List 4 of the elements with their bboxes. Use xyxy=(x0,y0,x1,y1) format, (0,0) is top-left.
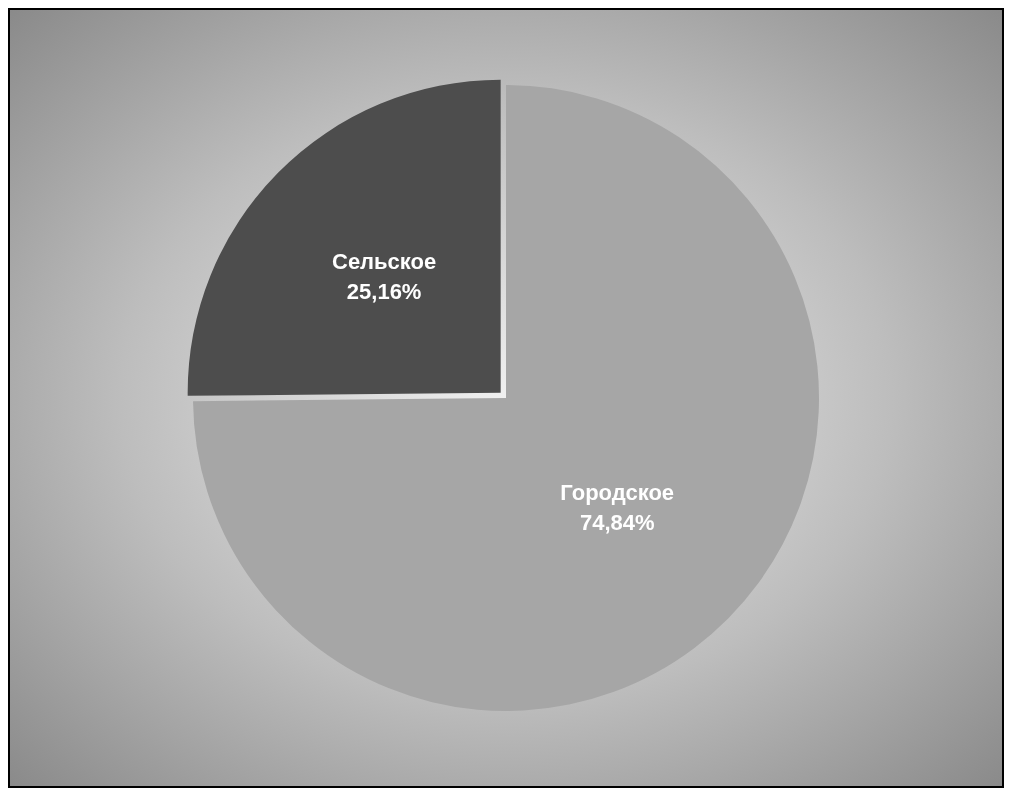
data-label: 25,16% xyxy=(346,279,422,305)
slice-label: Сельское xyxy=(331,249,437,275)
data-label: 74,84% xyxy=(579,510,655,536)
slice-label: Городское xyxy=(560,480,675,506)
